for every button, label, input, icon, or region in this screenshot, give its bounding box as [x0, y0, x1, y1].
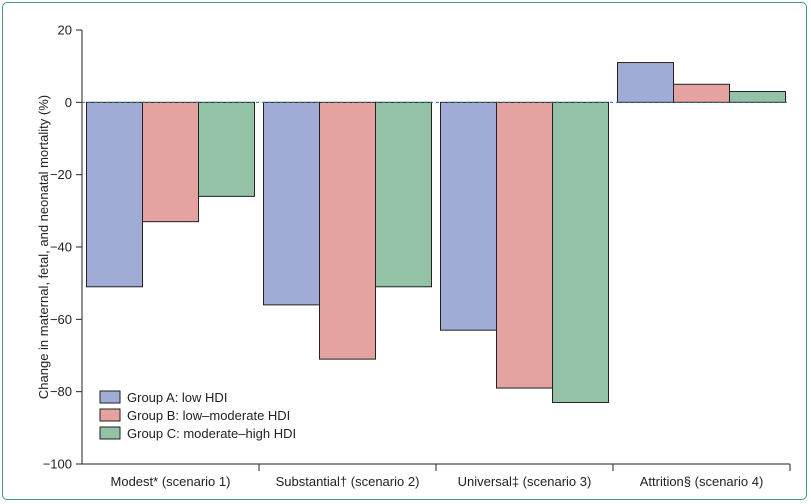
y-axis-title: Change in maternal, fetal, and neonatal …: [36, 95, 51, 399]
y-tick-label: 0: [65, 95, 72, 110]
y-tick-label: −60: [50, 312, 72, 327]
x-tick-label: Attrition§ (scenario 4): [640, 474, 764, 489]
y-axis: 20 0 −20 −40 −60 −80 −100: [43, 23, 83, 472]
bar: [375, 101, 432, 288]
bar: [86, 101, 143, 288]
legend: Group A: low HDI Group B: low–moderate HD…: [99, 390, 296, 441]
y-tick-label: −80: [50, 384, 72, 399]
legend-swatch: [99, 408, 121, 422]
legend-label: Group C: moderate–high HDI: [127, 426, 296, 441]
bar: [673, 83, 730, 103]
bar: [729, 90, 786, 103]
bar: [552, 101, 609, 404]
y-tick-label: −20: [50, 167, 72, 182]
legend-swatch: [99, 426, 121, 440]
bar: [263, 101, 320, 306]
x-tick-label: Substantial† (scenario 2): [276, 474, 420, 489]
y-tick-label: 20: [58, 23, 72, 38]
bars: [86, 62, 786, 404]
x-axis: Modest* (scenario 1) Substantial† (scenar…: [82, 463, 791, 489]
bar: [440, 101, 497, 331]
bar: [319, 101, 376, 360]
bar: [198, 101, 255, 197]
y-tick-label: −100: [43, 457, 72, 472]
bar: [142, 101, 199, 223]
x-tick-label: Modest* (scenario 1): [111, 474, 231, 489]
y-tick-label: −40: [50, 240, 72, 255]
legend-label: Group A: low HDI: [127, 390, 227, 405]
legend-swatch: [99, 390, 121, 404]
x-tick-label: Universal‡ (scenario 3): [458, 474, 592, 489]
legend-label: Group B: low–moderate HDI: [127, 408, 290, 423]
bar: [496, 101, 553, 389]
bar: [617, 62, 674, 103]
